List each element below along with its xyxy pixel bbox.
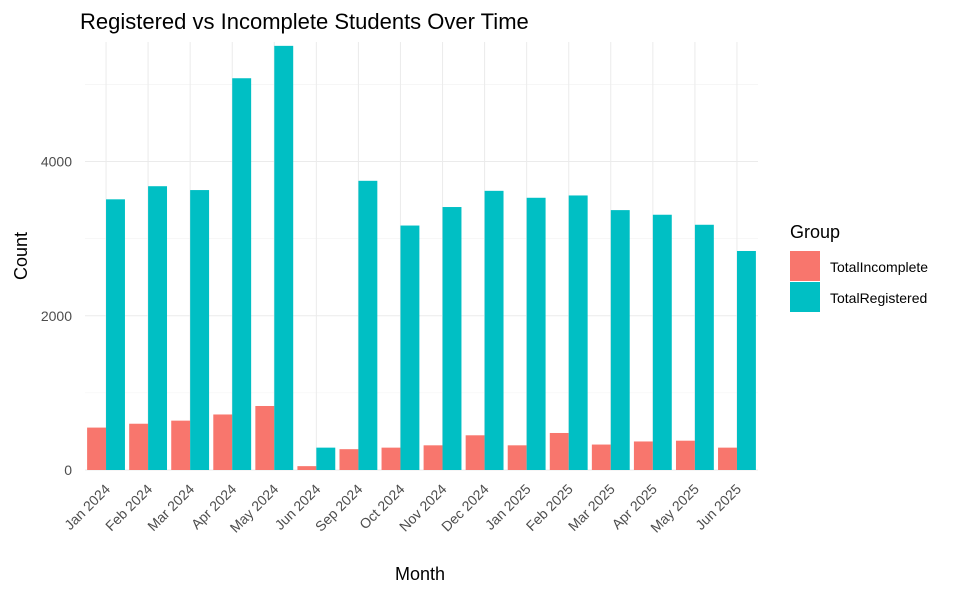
x-tick-label: Jun 2025 [692, 481, 744, 533]
bar-TotalIncomplete-Apr-2024 [213, 414, 233, 470]
bar-TotalRegistered-Jan-2025 [526, 197, 546, 470]
bar-TotalRegistered-May-2024 [274, 45, 294, 470]
bar-TotalRegistered-Nov-2024 [442, 207, 462, 470]
bar-TotalRegistered-Apr-2024 [232, 78, 252, 470]
bar-TotalRegistered-Jan-2024 [106, 199, 125, 471]
y-tick-label: 0 [64, 462, 72, 478]
bar-TotalIncomplete-Dec-2024 [465, 435, 485, 470]
bar-TotalRegistered-Jun-2024 [316, 447, 336, 470]
bar-TotalRegistered-Mar-2024 [190, 190, 210, 470]
bar-TotalRegistered-Feb-2024 [148, 186, 168, 470]
bar-TotalIncomplete-Feb-2025 [549, 432, 569, 470]
chart-title: Registered vs Incomplete Students Over T… [80, 9, 529, 34]
legend-key-TotalRegistered [790, 282, 820, 312]
bar-TotalIncomplete-Oct-2024 [381, 447, 401, 470]
bar-TotalRegistered-Apr-2025 [652, 214, 672, 470]
bar-TotalRegistered-Oct-2024 [400, 225, 420, 470]
legend-title: Group [790, 222, 840, 242]
y-axis-ticks: 0 2000 4000 [41, 154, 72, 478]
bar-TotalRegistered-Feb-2025 [568, 195, 588, 470]
bar-TotalIncomplete-Apr-2025 [633, 441, 653, 470]
legend-label-TotalRegistered: TotalRegistered [830, 290, 927, 306]
legend-label-TotalIncomplete: TotalIncomplete [830, 259, 928, 275]
x-tick-label: Mar 2025 [565, 481, 618, 534]
bar-TotalIncomplete-May-2025 [675, 440, 695, 470]
bars [87, 45, 756, 471]
y-tick-label: 2000 [41, 308, 72, 324]
y-axis-title: Count [11, 232, 31, 280]
bar-TotalIncomplete-Jan-2025 [507, 445, 527, 470]
bar-TotalIncomplete-Sep-2024 [339, 449, 359, 470]
x-tick-label: Mar 2024 [144, 481, 197, 534]
bar-TotalIncomplete-Mar-2024 [171, 420, 191, 470]
bar-TotalRegistered-Sep-2024 [358, 180, 378, 471]
y-tick-label: 4000 [41, 154, 72, 170]
bar-TotalRegistered-Dec-2024 [484, 190, 504, 470]
bar-TotalIncomplete-Jun-2024 [297, 466, 317, 470]
bar-TotalRegistered-Mar-2025 [610, 210, 630, 471]
bar-TotalIncomplete-Jun-2025 [718, 447, 737, 470]
bar-TotalIncomplete-Nov-2024 [423, 445, 443, 470]
legend: Group TotalIncomplete TotalRegistered [790, 222, 928, 312]
bar-TotalIncomplete-May-2024 [255, 405, 275, 470]
legend-key-TotalIncomplete [790, 251, 820, 281]
x-axis-title: Month [395, 564, 445, 584]
bar-TotalIncomplete-Jan-2024 [87, 427, 107, 470]
bar-TotalRegistered-May-2025 [694, 224, 714, 470]
bar-TotalRegistered-Jun-2025 [736, 250, 756, 470]
bar-TotalIncomplete-Feb-2024 [129, 423, 149, 470]
bar-TotalIncomplete-Mar-2025 [591, 444, 611, 470]
